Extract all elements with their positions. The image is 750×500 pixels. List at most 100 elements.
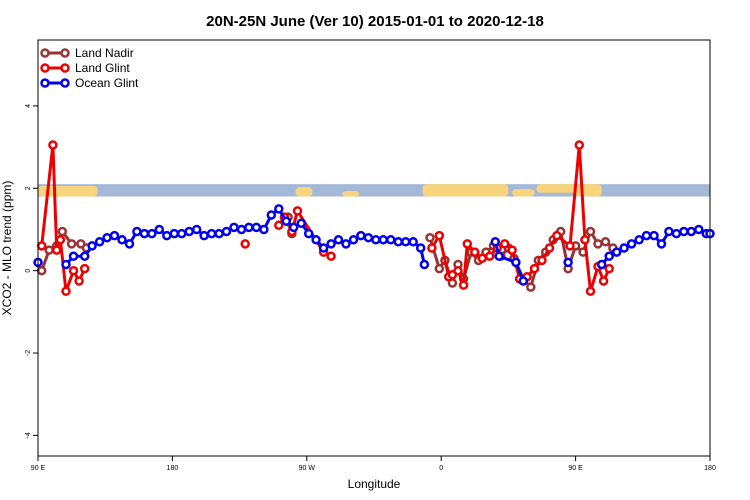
data-point — [356, 230, 366, 241]
data-point — [79, 263, 90, 274]
data-point — [626, 239, 637, 249]
data-point — [214, 228, 224, 239]
series-land-glint — [36, 140, 614, 296]
data-point — [274, 204, 284, 214]
series-layer — [33, 140, 715, 296]
series-line — [493, 241, 525, 282]
data-point — [393, 237, 404, 247]
data-point — [176, 228, 187, 239]
map-land — [295, 187, 313, 197]
chart-title: 20N-25N June (Ver 10) 2015-01-01 to 2020… — [206, 13, 544, 30]
legend-item: Land Nadir — [40, 46, 134, 60]
x-tick-label: 180 — [167, 465, 179, 472]
data-point — [470, 247, 480, 257]
data-point — [87, 241, 97, 251]
data-point — [611, 247, 622, 257]
data-point — [371, 235, 381, 245]
data-point — [378, 235, 389, 245]
data-point — [537, 255, 547, 266]
data-point — [206, 228, 217, 239]
data-point — [526, 282, 536, 292]
map-land — [422, 184, 509, 197]
data-point — [191, 224, 202, 235]
data-point — [604, 263, 614, 274]
data-point — [68, 251, 79, 261]
data-point — [55, 235, 66, 245]
data-point — [274, 220, 284, 231]
legend-swatch-point — [40, 63, 50, 73]
data-point — [311, 235, 321, 245]
data-point — [303, 228, 314, 239]
data-point — [484, 251, 495, 261]
y-tick-label: -4 — [25, 432, 32, 438]
data-point — [348, 235, 359, 245]
data-point — [102, 232, 112, 243]
data-point — [563, 257, 573, 268]
data-point — [686, 226, 697, 237]
data-point — [671, 228, 682, 239]
data-point — [79, 251, 90, 261]
plot-frame — [37, 39, 711, 457]
data-point — [259, 224, 269, 235]
data-point — [419, 259, 430, 270]
data-point — [499, 239, 510, 249]
data-point — [694, 224, 704, 235]
data-point — [634, 235, 644, 245]
data-point — [434, 230, 445, 241]
legend-item: Ocean Glint — [40, 76, 139, 90]
data-point — [453, 265, 463, 276]
data-point — [656, 239, 667, 249]
map-strip — [38, 184, 710, 197]
map-strip-ocean — [38, 184, 710, 197]
data-point — [585, 286, 596, 296]
data-point — [44, 245, 54, 255]
data-point — [147, 228, 157, 239]
data-point — [544, 243, 555, 253]
legend-swatch-point — [60, 78, 70, 88]
data-point — [51, 245, 62, 255]
data-point — [292, 206, 303, 216]
data-point — [529, 263, 540, 274]
data-point — [425, 232, 435, 243]
data-point — [240, 239, 250, 249]
data-point — [139, 228, 150, 239]
data-point — [36, 265, 47, 276]
data-point — [296, 218, 306, 229]
data-point — [124, 239, 135, 249]
data-point — [427, 243, 437, 253]
data-point — [518, 276, 529, 286]
x-axis-label: Longitude — [348, 477, 401, 491]
data-point — [61, 259, 71, 270]
data-point — [585, 226, 596, 237]
data-point — [574, 140, 585, 150]
data-point — [494, 251, 504, 261]
data-point — [363, 232, 374, 243]
data-point — [154, 224, 165, 235]
data-point — [221, 226, 232, 237]
data-point — [596, 259, 607, 270]
map-land — [342, 190, 360, 197]
data-point — [415, 243, 426, 253]
data-point — [604, 251, 614, 261]
data-point — [664, 226, 674, 237]
data-point — [408, 237, 418, 247]
data-point — [641, 230, 652, 241]
data-point — [266, 210, 277, 220]
data-point — [244, 222, 254, 233]
data-point — [169, 228, 180, 239]
data-point — [326, 251, 336, 261]
x-tick-label: 90 E — [568, 465, 583, 472]
x-tick-label: 0 — [439, 465, 443, 472]
legend-label: Ocean Glint — [75, 76, 139, 90]
x-tick-label: 90 W — [299, 465, 316, 472]
data-point — [507, 245, 517, 255]
data-point — [600, 237, 611, 247]
map-land — [512, 189, 535, 197]
series-line — [40, 144, 87, 292]
data-point — [462, 239, 473, 249]
data-point — [619, 243, 629, 253]
legend-swatch-point — [60, 48, 70, 58]
data-point — [580, 235, 590, 245]
